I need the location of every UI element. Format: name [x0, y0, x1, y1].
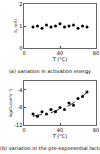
- svg-text:40: 40: [57, 127, 63, 133]
- svg-text:2: 2: [19, 1, 22, 7]
- svg-text:-4: -4: [17, 87, 22, 93]
- svg-text:T (°C): T (°C): [52, 133, 68, 139]
- svg-text:0: 0: [22, 127, 25, 133]
- svg-text:0: 0: [22, 50, 25, 56]
- svg-text:-12: -12: [14, 122, 22, 128]
- svg-text:0: 0: [19, 45, 22, 51]
- html-text:(a) variation in activation en: (a) variation in activation energy: [8, 68, 92, 74]
- svg-text:80: 80: [93, 127, 99, 133]
- svg-text:40: 40: [57, 50, 63, 56]
- svg-text:Eₐ (eV): Eₐ (eV): [13, 19, 18, 33]
- svg-text:log(D₀/cm²s⁻¹): log(D₀/cm²s⁻¹): [8, 88, 13, 117]
- svg-text:-8: -8: [17, 104, 22, 110]
- svg-text:1: 1: [19, 23, 22, 29]
- svg-text:T (°C): T (°C): [52, 56, 68, 62]
- svg-text:80: 80: [93, 50, 99, 56]
